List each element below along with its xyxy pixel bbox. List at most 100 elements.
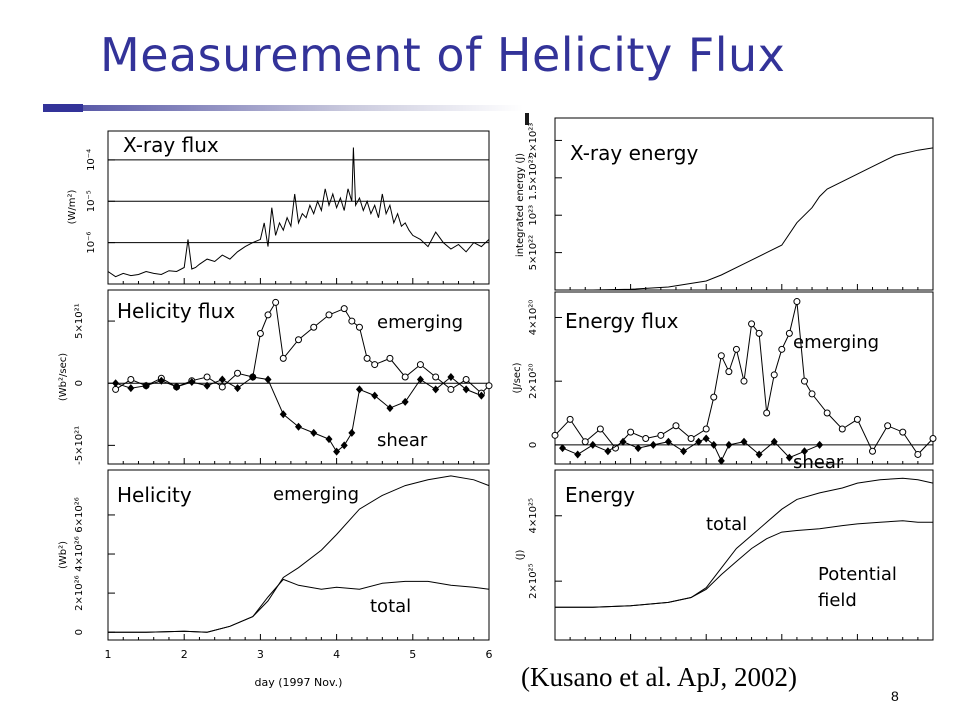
data-point-diamond bbox=[755, 450, 763, 459]
citation: (Kusano et al. ApJ, 2002) bbox=[521, 662, 797, 692]
data-point-circle bbox=[348, 317, 356, 325]
data-point-diamond bbox=[695, 437, 703, 446]
data-point-circle bbox=[740, 377, 748, 385]
chart-helicity-flux: -5×10²¹ 0 5×10²¹ (Wb²/sec) emerging shear Heli… bbox=[58, 289, 493, 465]
panel-title: X-ray energy bbox=[570, 141, 698, 165]
data-point-circle bbox=[272, 298, 280, 306]
series-label: Potential field bbox=[818, 564, 897, 611]
y-axis-title: integrated energy (J) bbox=[515, 153, 526, 257]
y-axis-title: (Wb²) bbox=[58, 541, 69, 569]
x-tick-label: 3 bbox=[257, 648, 264, 661]
data-point-circle bbox=[687, 435, 695, 443]
series-line-xray-energy bbox=[555, 147, 934, 291]
title-underline-bar bbox=[43, 104, 523, 112]
series-label: emerging bbox=[377, 312, 463, 333]
data-point-diamond bbox=[325, 435, 333, 444]
y-tick-label: 4×10²⁵ bbox=[528, 498, 539, 533]
data-point-circle bbox=[355, 323, 363, 331]
data-point-circle bbox=[763, 409, 771, 417]
y-tick-label: 4×10²⁶ bbox=[74, 536, 85, 571]
series-label: emerging bbox=[273, 484, 359, 505]
data-point-diamond bbox=[770, 437, 778, 446]
data-point-diamond bbox=[371, 391, 379, 400]
data-point-diamond bbox=[112, 379, 120, 388]
x-axis-title: day (1997 Nov.) bbox=[255, 676, 343, 689]
data-point-circle bbox=[778, 345, 786, 353]
page-number: 8 bbox=[891, 688, 899, 704]
panel-title: Energy bbox=[565, 483, 635, 507]
data-point-diamond bbox=[127, 384, 135, 393]
data-point-circle bbox=[869, 447, 877, 455]
data-point-circle bbox=[793, 298, 801, 306]
series-label: total bbox=[370, 596, 411, 617]
y-tick-label: 10⁻⁶ bbox=[86, 232, 97, 254]
x-tick-label: 1 bbox=[105, 648, 112, 661]
plot-frame bbox=[554, 117, 934, 291]
data-point-circle bbox=[929, 435, 937, 443]
data-point-circle bbox=[823, 409, 831, 417]
series-line-potential-field bbox=[555, 520, 933, 608]
plot-frame bbox=[107, 469, 490, 641]
data-point-diamond bbox=[416, 375, 424, 384]
plot-frame bbox=[554, 469, 934, 641]
y-tick-label: 0 bbox=[74, 629, 85, 635]
data-point-circle bbox=[581, 438, 589, 446]
series-label: total bbox=[706, 514, 747, 535]
data-point-circle bbox=[770, 371, 778, 379]
data-point-circle bbox=[748, 320, 756, 328]
y-axis-title: (Wb²/sec) bbox=[58, 353, 69, 401]
y-tick-label: 10⁻⁵ bbox=[86, 190, 97, 212]
data-point-diamond bbox=[173, 382, 181, 391]
data-point-circle bbox=[127, 375, 135, 383]
data-point-circle bbox=[732, 345, 740, 353]
data-point-circle bbox=[884, 422, 892, 430]
data-point-circle bbox=[310, 323, 318, 331]
x-tick-label: 5 bbox=[409, 648, 416, 661]
data-point-circle bbox=[596, 425, 604, 433]
data-point-diamond bbox=[447, 373, 455, 381]
panel-title: Energy flux bbox=[565, 309, 679, 333]
data-point-circle bbox=[112, 385, 120, 393]
chart-helicity: 0 2×10²⁶ 4×10²⁶ 6×10²⁶ (Wb²) emerging total Hel… bbox=[58, 469, 490, 641]
data-point-diamond bbox=[264, 375, 272, 384]
data-point-diamond bbox=[717, 456, 725, 465]
data-point-circle bbox=[447, 385, 455, 393]
data-point-circle bbox=[800, 377, 808, 385]
y-axis-title: (J) bbox=[515, 550, 526, 561]
data-point-circle bbox=[566, 415, 574, 423]
y-tick-label: 0 bbox=[528, 442, 539, 448]
panel-title: Helicity flux bbox=[117, 299, 235, 323]
y-tick-label: 4×10²⁰ bbox=[528, 300, 539, 335]
chart-energy-flux: 0 2×10²⁰ 4×10²⁰ (J/sec) emerging shear Energy … bbox=[512, 291, 937, 473]
y-tick-label: 2×10²⁶ bbox=[74, 575, 85, 610]
series-line-total bbox=[108, 578, 490, 633]
series-line-shear bbox=[562, 437, 820, 462]
data-point-circle bbox=[785, 329, 793, 337]
data-point-circle bbox=[717, 352, 725, 360]
chart-energy: 2×10²⁵ 4×10²⁵ (J) total Potential field Energy bbox=[515, 469, 934, 641]
data-point-circle bbox=[256, 330, 264, 337]
data-point-circle bbox=[672, 422, 680, 430]
data-point-diamond bbox=[203, 381, 211, 390]
data-point-circle bbox=[485, 382, 493, 390]
y-tick-label: 10⁻⁴ bbox=[86, 149, 97, 171]
x-tick-label: 2 bbox=[181, 648, 188, 661]
data-point-diamond bbox=[589, 440, 597, 449]
data-point-diamond bbox=[702, 434, 710, 443]
data-point-circle bbox=[551, 431, 559, 439]
data-point-diamond bbox=[725, 440, 733, 449]
data-point-circle bbox=[203, 373, 211, 381]
data-point-diamond bbox=[477, 391, 485, 400]
data-point-circle bbox=[218, 383, 226, 391]
data-point-circle bbox=[234, 369, 242, 377]
data-point-diamond bbox=[340, 441, 348, 450]
data-point-diamond bbox=[401, 397, 409, 406]
data-point-circle bbox=[371, 361, 379, 369]
plot-frame bbox=[107, 289, 490, 465]
data-point-diamond bbox=[234, 384, 242, 393]
y-tick-label: 5×10²² bbox=[528, 235, 539, 270]
data-point-diamond bbox=[157, 376, 165, 385]
y-tick-label: 1.5×10²³ bbox=[528, 155, 539, 200]
